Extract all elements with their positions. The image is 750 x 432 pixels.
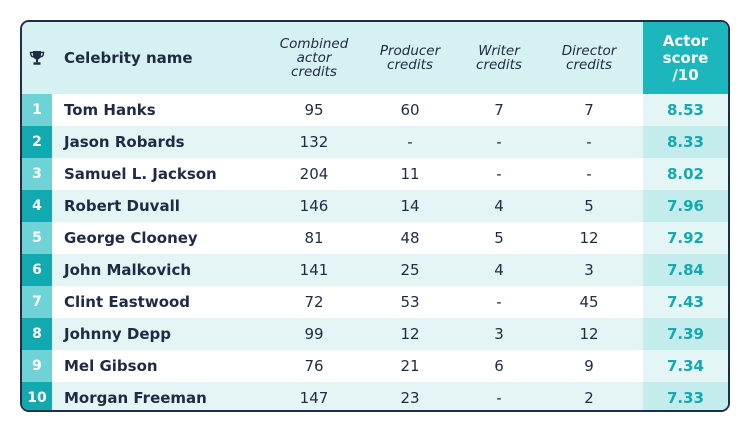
combined-credits: 141 [299,261,329,279]
header-director-credits: Director credits [561,43,617,73]
director-credits: 7 [584,101,594,119]
producer-credits: 21 [400,357,420,375]
combined-credits: 204 [299,165,329,183]
producer-credits: 11 [400,165,420,183]
actor-score: 8.02 [643,158,728,190]
table-row: 5 George Clooney 81 48 5 12 7.92 [22,222,728,254]
producer-credits: 25 [400,261,420,279]
celebrity-name: Mel Gibson [64,357,158,375]
actor-score: 8.33 [643,126,728,158]
rank-badge: 2 [22,126,52,158]
rank-badge: 3 [22,158,52,190]
director-credits: - [586,133,592,151]
table-row: 10 Morgan Freeman 147 23 - 2 7.33 [22,382,728,410]
rank-badge: 5 [22,222,52,254]
celebrity-name: George Clooney [64,229,198,247]
producer-credits: - [407,133,413,151]
combined-credits: 76 [304,357,324,375]
combined-credits: 147 [299,389,329,407]
combined-credits: 95 [304,101,324,119]
actor-score: 7.33 [643,382,728,410]
writer-credits: 7 [494,101,504,119]
producer-credits: 48 [400,229,420,247]
writer-credits: 4 [494,261,504,279]
table-row: 3 Samuel L. Jackson 204 11 - - 8.02 [22,158,728,190]
combined-credits: 72 [304,293,324,311]
writer-credits: 6 [494,357,504,375]
rank-badge: 8 [22,318,52,350]
rank-badge: 6 [22,254,52,286]
table-header: Celebrity name Combined actor credits Pr… [22,22,728,94]
table-body: 1 Tom Hanks 95 60 7 7 8.53 2 Jason Robar… [22,94,728,410]
table-row: 4 Robert Duvall 146 14 4 5 7.96 [22,190,728,222]
writer-credits: - [496,293,502,311]
director-credits: 5 [584,197,594,215]
header-actor-score: Actor score /10 [643,22,728,94]
celebrity-name: Tom Hanks [64,101,156,119]
celebrity-name: Samuel L. Jackson [64,165,217,183]
table-row: 8 Johnny Depp 99 12 3 12 7.39 [22,318,728,350]
header-producer-credits: Producer credits [379,43,441,73]
producer-credits: 23 [400,389,420,407]
table-row: 2 Jason Robards 132 - - - 8.33 [22,126,728,158]
table-row: 6 John Malkovich 141 25 4 3 7.84 [22,254,728,286]
celebrity-name: Morgan Freeman [64,389,207,407]
combined-credits: 132 [299,133,329,151]
celebrity-name: Robert Duvall [64,197,180,215]
trophy-icon [22,22,52,94]
director-credits: 3 [584,261,594,279]
rank-badge: 10 [22,382,52,410]
director-credits: 12 [579,325,599,343]
celebrity-name: John Malkovich [64,261,192,279]
header-combined-credits: Combined actor credits [279,36,349,80]
producer-credits: 14 [400,197,420,215]
actor-score: 7.96 [643,190,728,222]
rank-badge: 7 [22,286,52,318]
producer-credits: 12 [400,325,420,343]
director-credits: 45 [579,293,599,311]
director-credits: - [586,165,592,183]
actor-score: 7.43 [643,286,728,318]
combined-credits: 99 [304,325,324,343]
actor-score: 8.53 [643,94,728,126]
rank-badge: 1 [22,94,52,126]
director-credits: 2 [584,389,594,407]
trophy-icon-glyph [29,51,45,65]
writer-credits: - [496,389,502,407]
table-row: 1 Tom Hanks 95 60 7 7 8.53 [22,94,728,126]
table-row: 7 Clint Eastwood 72 53 - 45 7.43 [22,286,728,318]
writer-credits: 3 [494,325,504,343]
actor-score: 7.39 [643,318,728,350]
writer-credits: - [496,165,502,183]
combined-credits: 146 [299,197,329,215]
header-celebrity-name: Celebrity name [64,49,193,67]
producer-credits: 53 [400,293,420,311]
actor-score: 7.84 [643,254,728,286]
actor-score: 7.92 [643,222,728,254]
producer-credits: 60 [400,101,420,119]
writer-credits: 4 [494,197,504,215]
table-row: 9 Mel Gibson 76 21 6 9 7.34 [22,350,728,382]
writer-credits: - [496,133,502,151]
header-writer-credits: Writer credits [476,43,522,73]
actor-score: 7.34 [643,350,728,382]
rank-badge: 9 [22,350,52,382]
director-credits: 12 [579,229,599,247]
celebrity-name: Clint Eastwood [64,293,191,311]
celebrity-name: Jason Robards [64,133,185,151]
director-credits: 9 [584,357,594,375]
celebrity-name: Johnny Depp [64,325,172,343]
writer-credits: 5 [494,229,504,247]
rank-badge: 4 [22,190,52,222]
ranking-table: Celebrity name Combined actor credits Pr… [20,20,730,412]
combined-credits: 81 [304,229,324,247]
